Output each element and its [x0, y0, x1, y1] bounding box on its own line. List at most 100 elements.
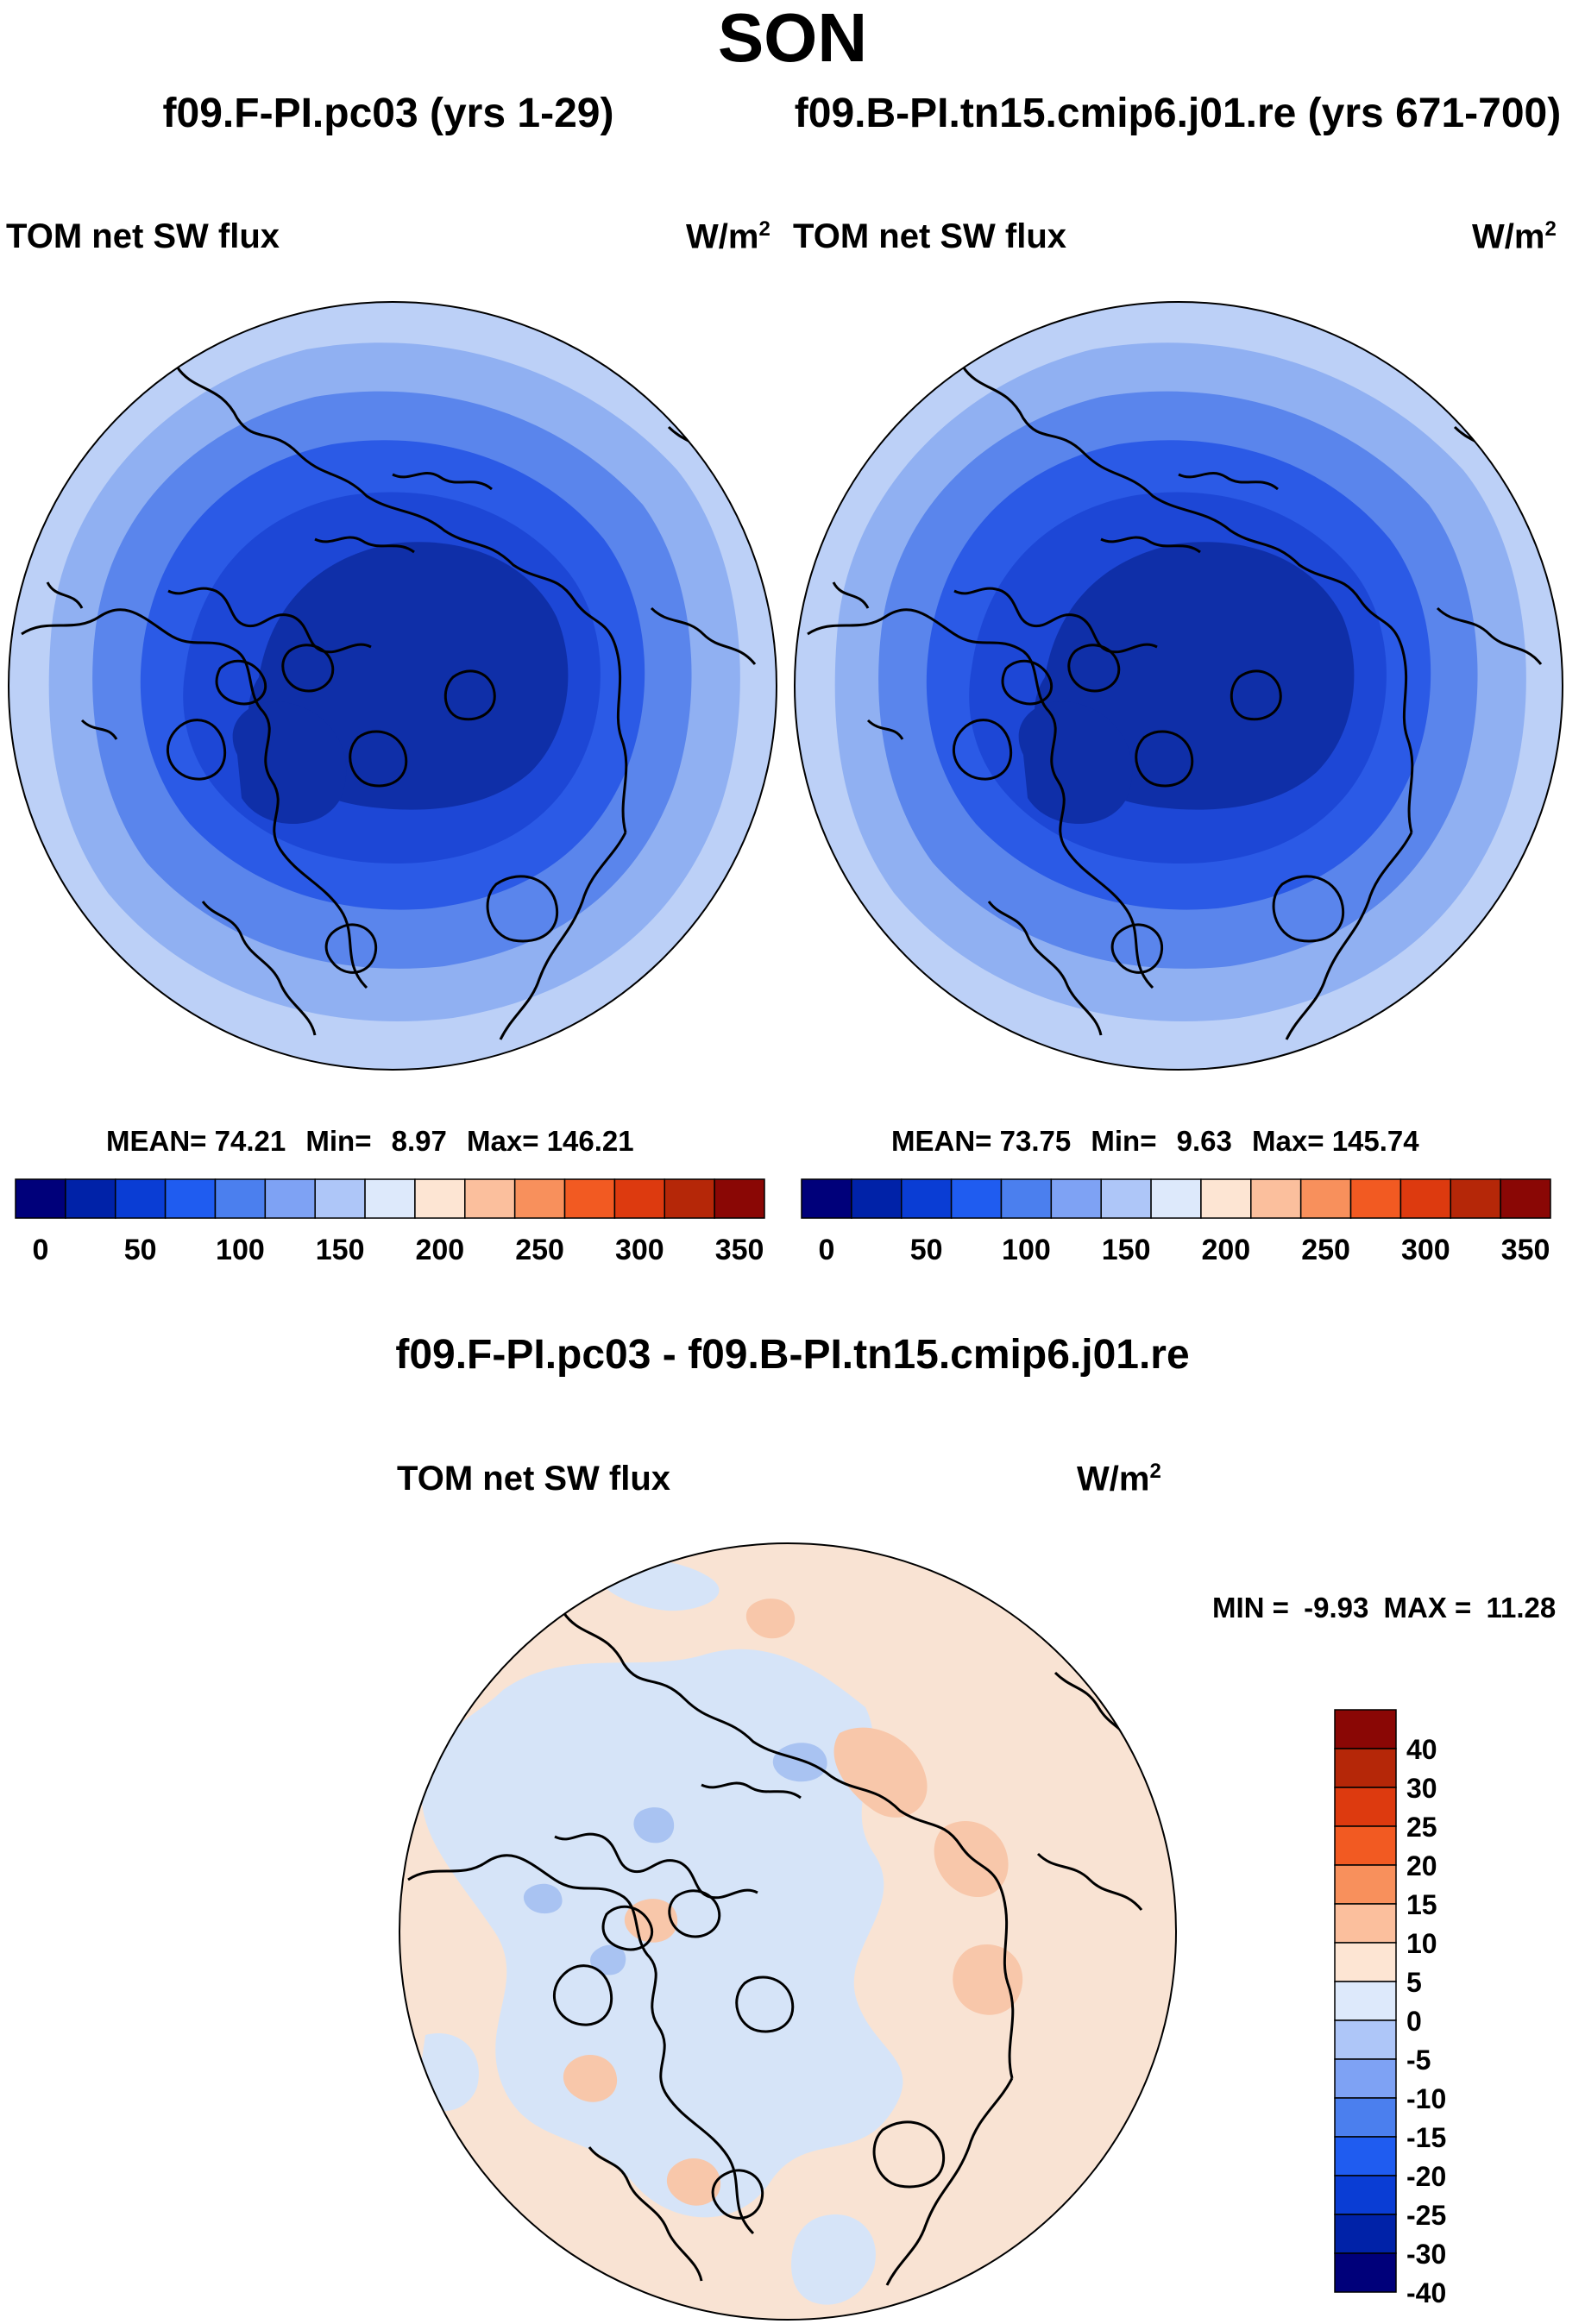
diff-colorbar-swatch: [1334, 1903, 1397, 1944]
left-units-label: W/m2: [686, 217, 770, 256]
right-polar-map: [795, 302, 1563, 1070]
right-colorbar-swatch: [950, 1178, 1003, 1219]
diff-title: f09.F-PI.pc03 - f09.B-PI.tn15.cmip6.j01.…: [395, 1332, 1190, 1378]
left-colorbar-tick-label: 300: [615, 1234, 664, 1266]
diff-map-border: [399, 1542, 1177, 2321]
right-units-label: W/m2: [1472, 217, 1557, 256]
right-variable-label: TOM net SW flux: [793, 217, 1067, 255]
left-colorbar-swatch: [563, 1178, 616, 1219]
diff-colorbar-swatch: [1334, 2252, 1397, 2293]
left-units-base: W/m: [686, 217, 759, 256]
diff-colorbar-swatch: [1334, 1748, 1397, 1788]
left-colorbar-swatch: [314, 1178, 366, 1219]
left-colorbar-swatch: [464, 1178, 516, 1219]
left-mean-label: MEAN=: [106, 1125, 207, 1157]
left-units-exponent: 2: [758, 217, 770, 241]
right-colorbar: 0 50 100 150 200 250 300 350: [801, 1178, 1551, 1266]
right-colorbar-swatch: [1349, 1178, 1402, 1219]
diff-colorbar-tick-label: 40: [1406, 1734, 1437, 1765]
right-colorbar-swatch: [1500, 1178, 1551, 1219]
left-case-title: f09.F-PI.pc03 (yrs 1-29): [162, 91, 614, 136]
right-colorbar-tick-label: 100: [1002, 1234, 1051, 1266]
diff-colorbar-tick-label: -30: [1406, 2239, 1446, 2270]
right-units-exponent: 2: [1544, 217, 1557, 241]
right-case-title: f09.B-PI.tn15.cmip6.j01.re (yrs 671-700): [794, 91, 1562, 136]
diff-colorbar-tick-label: -25: [1406, 2200, 1446, 2231]
diff-colorbar-tick-label: -15: [1406, 2122, 1446, 2153]
diff-colorbar-tick-label: 0: [1406, 2006, 1422, 2037]
diff-stats: MIN = -9.93 MAX = 11.28: [1212, 1592, 1556, 1624]
left-colorbar-swatch: [164, 1178, 217, 1219]
left-stats: MEAN= 74.21 Min= 8.97 Max= 146.21: [106, 1125, 634, 1158]
right-colorbar-swatch: [1000, 1178, 1053, 1219]
diff-colorbar: 40 30 25 20 15 10 5 0 -5 -10 -15 -20 -25 -30 -40: [1334, 1709, 1446, 2308]
diff-colorbar-tick-label: 25: [1406, 1812, 1437, 1843]
diff-colorbar-tick-label: 5: [1406, 1967, 1422, 1998]
right-colorbar-swatch: [1050, 1178, 1102, 1219]
left-colorbar-tick-label: 250: [515, 1234, 564, 1266]
diff-colorbar-swatch: [1334, 2214, 1397, 2254]
left-min-label: Min=: [305, 1125, 372, 1157]
right-units-base: W/m: [1472, 217, 1545, 256]
left-colorbar-swatch: [264, 1178, 316, 1219]
left-colorbar-swatch: [664, 1178, 715, 1219]
left-polar-map: [9, 302, 777, 1070]
left-colorbar-swatch: [714, 1178, 765, 1219]
diff-colorbar-swatch: [1334, 2136, 1397, 2176]
diff-colorbar-tick-label: 15: [1406, 1889, 1437, 1920]
left-colorbar-swatch: [364, 1178, 416, 1219]
right-colorbar-tick-label: 200: [1201, 1234, 1250, 1266]
right-colorbar-swatch: [1450, 1178, 1501, 1219]
left-colorbar-swatch: [513, 1178, 566, 1219]
diff-colorbar-swatch: [1334, 2175, 1397, 2215]
left-colorbar-swatch: [214, 1178, 267, 1219]
right-colorbar-swatch: [801, 1178, 852, 1219]
left-colorbar-swatch: [15, 1178, 66, 1219]
left-colorbar-swatch: [65, 1178, 116, 1219]
right-colorbar-swatch: [1299, 1178, 1352, 1219]
diff-colorbar-tick-label: -10: [1406, 2083, 1446, 2114]
left-colorbar-swatch: [613, 1178, 666, 1219]
right-colorbar-swatch: [900, 1178, 953, 1219]
diff-min-value: -9.93: [1304, 1592, 1369, 1624]
right-map-border: [794, 301, 1563, 1071]
diff-colorbar-swatch: [1334, 1825, 1397, 1866]
right-min-label: Min=: [1091, 1125, 1157, 1157]
left-colorbar-tick-label: 200: [415, 1234, 464, 1266]
left-map-border: [8, 301, 777, 1071]
right-colorbar-tick-label: 0: [818, 1234, 834, 1266]
diff-colorbar-swatch: [1334, 2097, 1397, 2138]
diff-colorbar-tick-label: -20: [1406, 2161, 1446, 2192]
left-colorbar-swatch: [114, 1178, 167, 1219]
right-colorbar-swatch: [1150, 1178, 1202, 1219]
diff-colorbar-swatch: [1334, 2058, 1397, 2099]
left-max-value: 146.21: [546, 1125, 634, 1157]
left-colorbar: 0 50 100 150 200 250 300 350: [15, 1178, 765, 1266]
diff-max-label: MAX =: [1383, 1592, 1472, 1624]
right-colorbar-swatch: [1399, 1178, 1452, 1219]
right-max-label: Max=: [1252, 1125, 1324, 1157]
diff-polar-map: [399, 1543, 1176, 2320]
left-colorbar-tick-label: 0: [32, 1234, 48, 1266]
right-colorbar-swatch: [1100, 1178, 1152, 1219]
left-variable-label: TOM net SW flux: [6, 217, 280, 255]
diff-units-exponent: 2: [1149, 1460, 1161, 1483]
left-min-value: 8.97: [391, 1125, 447, 1157]
diff-colorbar-tick-label: -5: [1406, 2044, 1431, 2076]
diff-max-value: 11.28: [1486, 1592, 1557, 1624]
right-colorbar-swatch: [1250, 1178, 1302, 1219]
diff-colorbar-tick-label: 20: [1406, 1850, 1437, 1881]
diff-colorbar-swatch: [1334, 1942, 1397, 1982]
left-colorbar-swatch: [414, 1178, 466, 1219]
diff-colorbar-swatch: [1334, 1864, 1397, 1905]
left-colorbar-tick-label: 150: [316, 1234, 365, 1266]
diff-min-label: MIN =: [1212, 1592, 1289, 1624]
right-colorbar-swatch: [851, 1178, 903, 1219]
left-colorbar-tick-label: 50: [124, 1234, 157, 1266]
left-colorbar-tick-label: 350: [715, 1234, 764, 1266]
diff-colorbar-tick-label: 30: [1406, 1773, 1437, 1804]
right-mean-value: 73.75: [999, 1125, 1072, 1157]
diff-colorbar-swatch: [1334, 1709, 1397, 1749]
left-colorbar-tick-label: 100: [216, 1234, 265, 1266]
